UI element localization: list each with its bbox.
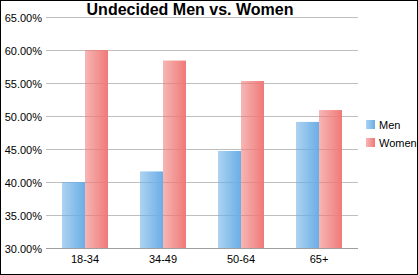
bar [163,61,186,248]
x-tick-label: 34-49 [149,253,177,265]
bar [296,122,319,248]
y-tick-label: 50.00% [5,111,43,123]
legend-label: Men [379,119,400,131]
title: Undecided Men vs. Women [87,1,294,18]
chart: Undecided Men vs. Women 30.00% 35.00% 40.00… [0,0,418,275]
y-tick-label: 30.00% [5,243,43,255]
y-tick-label: 45.00% [5,144,43,156]
x-tick-label: 65+ [310,253,329,265]
grid-line [46,248,358,249]
bars [62,50,342,248]
legend-label: Women [379,137,417,149]
x-tick-label: 18-34 [71,253,99,265]
bar [62,182,85,248]
x-tick-label: 50-64 [227,253,255,265]
legend-swatch [366,120,375,129]
bar [85,50,108,248]
frame [1,1,418,275]
y-tick-label: 55.00% [5,78,43,90]
y-tick-label: 40.00% [5,177,43,189]
y-tick-label: 60.00% [5,45,43,57]
y-tick-label: 65.00% [5,12,43,24]
bar [218,151,241,248]
y-tick-label: 35.00% [5,210,43,222]
chart-wrapper: Undecided Men vs. Women 30.00% 35.00% 40.00… [0,0,418,275]
legend-swatch [366,138,375,147]
x-axis-line [46,248,358,249]
bar [319,110,342,248]
bar [241,81,264,248]
bar [140,171,163,248]
grid-line [46,17,358,18]
